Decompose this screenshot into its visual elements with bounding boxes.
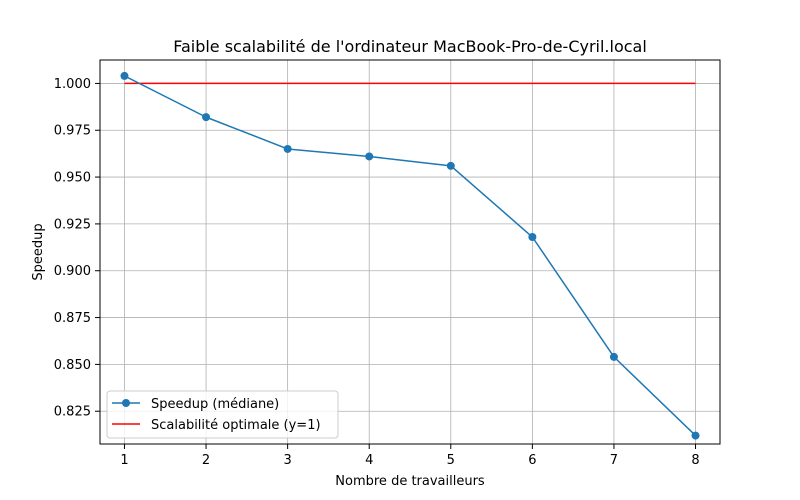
y-tick-label: 0.925: [54, 217, 91, 232]
legend-box: [106, 390, 339, 439]
x-tick-label: 4: [365, 453, 373, 468]
y-tick-label: 0.975: [54, 124, 91, 139]
y-axis-label: Speedup: [31, 223, 46, 280]
x-axis-label: Nombre de travailleurs: [335, 474, 485, 489]
plot-frame: [99, 59, 721, 445]
x-tick-label: 7: [610, 453, 618, 468]
legend: Speedup (médiane) Scalabilité optimale (…: [106, 390, 339, 439]
series-layer: [120, 71, 700, 440]
data-point: [202, 113, 211, 122]
x-tick-label: 6: [528, 453, 536, 468]
y-axis: 0.825 0.850 0.875 0.900 0.925 0.950 0.975 1.000: [54, 77, 100, 420]
y-tick-label: 0.875: [54, 311, 91, 326]
x-tick-label: 2: [202, 453, 210, 468]
legend-marker-speedup: [122, 399, 130, 407]
data-point: [528, 233, 537, 242]
y-tick-label: 0.950: [54, 171, 91, 186]
legend-label-optimal: Scalabilité optimale (y=1): [151, 418, 321, 433]
data-point: [609, 352, 618, 361]
grid: [100, 60, 720, 444]
x-tick-label: 3: [283, 453, 291, 468]
data-point: [691, 431, 700, 440]
y-tick-label: 0.900: [54, 264, 91, 279]
legend-label-speedup: Speedup (médiane): [151, 397, 279, 412]
data-point: [365, 152, 374, 161]
data-point: [120, 71, 129, 80]
x-tick-label: 5: [447, 453, 455, 468]
x-tick-label: 1: [120, 453, 128, 468]
chart-title: Faible scalabilité de l'ordinateur MacBo…: [173, 37, 647, 56]
series-line-speedup: [124, 75, 697, 437]
x-axis: 1 2 3 4 5 6 7 8: [120, 444, 700, 468]
data-point: [446, 161, 455, 170]
y-tick-label: 1.000: [54, 77, 91, 92]
data-point: [283, 144, 292, 153]
y-tick-label: 0.850: [54, 358, 91, 373]
x-tick-label: 8: [691, 453, 699, 468]
y-tick-label: 0.825: [54, 405, 91, 420]
